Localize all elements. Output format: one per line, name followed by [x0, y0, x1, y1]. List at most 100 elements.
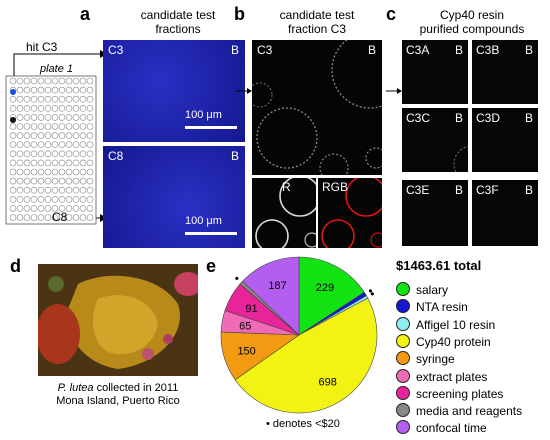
well	[23, 86, 31, 94]
well	[23, 123, 31, 130]
well	[65, 196, 73, 203]
well-grid	[9, 77, 94, 221]
pie-slice-label: 65	[239, 320, 251, 332]
well	[58, 86, 66, 94]
well	[58, 186, 66, 194]
well	[65, 141, 73, 148]
well	[30, 214, 38, 221]
c8-label: C8	[52, 210, 68, 224]
caption-line1: P. lutea collected in 2011	[30, 382, 206, 395]
well	[23, 105, 31, 112]
legend-label: syringe	[416, 352, 455, 367]
well	[86, 95, 94, 103]
well	[65, 132, 73, 139]
vesicle-image	[252, 40, 382, 175]
hit-c3-label: hit C3	[26, 40, 58, 54]
legend-label: extract plates	[416, 369, 488, 384]
well	[23, 214, 31, 221]
well	[16, 141, 24, 148]
well	[9, 123, 17, 130]
panel-c-tile-c3b: C3B B	[472, 40, 538, 104]
well	[65, 159, 73, 167]
legend-item: syringe	[396, 351, 455, 367]
well	[44, 186, 52, 194]
well	[86, 114, 94, 121]
well	[23, 77, 31, 85]
hit-well-marker	[10, 89, 16, 95]
well	[37, 205, 45, 212]
panel-a-tile-c3: C3 B 100 μm	[103, 40, 245, 142]
vesicle-rgb-image	[321, 178, 382, 248]
well	[9, 105, 17, 112]
well	[86, 159, 94, 167]
pie-footnote: • denotes <$20	[266, 418, 340, 430]
well	[30, 177, 38, 185]
well	[37, 196, 45, 203]
well	[44, 132, 52, 139]
well	[51, 168, 59, 176]
well	[72, 186, 80, 194]
plate-label: plate 1	[40, 63, 74, 75]
well	[37, 159, 45, 167]
caption-rest: collected in 2011	[93, 382, 179, 394]
tile-corner-label: B	[230, 43, 239, 57]
well	[23, 177, 31, 185]
well	[86, 86, 94, 94]
well	[65, 205, 73, 212]
legend-item: Cyp40 protein	[396, 333, 491, 350]
panel-a-tile-c8: C8 B 100 μm	[103, 146, 245, 248]
well	[65, 77, 73, 85]
well	[16, 123, 24, 130]
well	[44, 168, 52, 176]
well	[16, 186, 24, 194]
well	[30, 132, 38, 139]
well	[58, 95, 66, 103]
well	[51, 141, 59, 148]
well	[9, 214, 17, 221]
well	[86, 214, 94, 221]
vesicle-r-image	[255, 178, 316, 248]
well	[30, 186, 38, 194]
well	[86, 105, 94, 112]
well	[79, 214, 87, 221]
scale-bar	[185, 232, 237, 235]
pie-slices	[220, 256, 378, 414]
well	[23, 141, 31, 148]
panel-b-rgb-tile: RGB	[318, 178, 382, 248]
well	[16, 196, 24, 203]
tile-corner-label: B	[367, 43, 376, 57]
pie-slice-label: 150	[237, 345, 255, 357]
well	[9, 77, 17, 85]
well	[72, 95, 80, 103]
well	[79, 105, 87, 112]
well	[30, 150, 38, 158]
well	[30, 141, 38, 148]
legend-label: screening plates	[416, 386, 504, 401]
tile-corner-label: B	[454, 43, 463, 57]
panel-c-tile-c3c: C3C B	[402, 108, 468, 172]
well	[44, 105, 52, 112]
legend-item: salary	[396, 282, 448, 298]
well	[51, 132, 59, 139]
pie-slice-label: •	[235, 272, 239, 286]
well	[72, 150, 80, 158]
legend-item: confocal time	[396, 420, 487, 436]
well	[30, 123, 38, 130]
well	[65, 214, 73, 221]
arrow-a-to-b-icon	[236, 88, 252, 94]
well	[58, 214, 66, 221]
well	[9, 159, 17, 167]
tile-corner-label: B	[454, 111, 463, 125]
legend-label: Affigel 10 resin	[416, 317, 496, 332]
well	[79, 177, 87, 185]
well	[58, 196, 66, 203]
well	[23, 205, 31, 212]
well-plate-diagram: hit C3 plate 1 C8	[0, 40, 110, 240]
legend-label: Cyp40 protein	[416, 334, 491, 349]
well	[16, 77, 24, 85]
well	[9, 141, 17, 148]
well	[79, 86, 87, 94]
well	[72, 205, 80, 212]
tile-label: C3C	[406, 111, 431, 125]
